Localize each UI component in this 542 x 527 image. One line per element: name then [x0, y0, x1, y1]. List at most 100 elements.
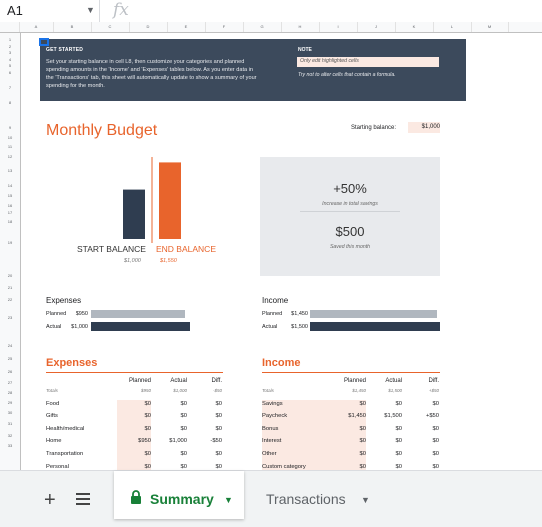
expenses-cell-actual: $0 [180, 425, 187, 432]
table-row[interactable]: Bonus $0 $0 $0 [262, 426, 440, 438]
column-header[interactable]: D [129, 22, 168, 32]
row-header[interactable]: 8 [8, 100, 12, 105]
tab-summary-dropdown-icon[interactable]: ▼ [224, 495, 233, 505]
table-row[interactable]: Savings $0 $0 $0 [262, 401, 440, 413]
row-header[interactable]: 10 [7, 135, 13, 140]
row-header[interactable]: 2 [8, 44, 12, 49]
row-header[interactable]: 5 [8, 63, 12, 68]
table-row[interactable]: Gifts $0 $0 $0 [46, 413, 223, 425]
all-sheets-list-icon[interactable] [76, 493, 90, 508]
income-input-area[interactable] [262, 400, 366, 470]
name-box-dropdown-icon[interactable]: ▼ [86, 5, 95, 15]
row-header[interactable]: 12 [7, 154, 13, 159]
row-header[interactable]: 18 [7, 219, 13, 224]
tab-summary[interactable]: Summary ▼ [114, 471, 244, 519]
table-row[interactable]: Home $950 $1,000 -$50 [46, 438, 223, 450]
row-header[interactable]: 13 [7, 168, 13, 173]
expenses-summary-title: Expenses [46, 296, 82, 305]
savings-amount: $500 [335, 224, 365, 239]
income-row-name: Paycheck [262, 413, 288, 420]
income-totals-row[interactable]: Totals $1,450 $1,500 +$50 [262, 388, 440, 400]
column-header[interactable]: A [19, 22, 54, 32]
savings-panel [260, 157, 440, 276]
expenses-row-name: Food [46, 400, 60, 407]
income-cell-diff: +$50 [428, 388, 439, 393]
table-row[interactable]: Interest $0 $0 $0 [262, 438, 440, 450]
expenses-header-actual: Actual [170, 378, 187, 384]
row-header[interactable]: 21 [7, 285, 13, 290]
row-header[interactable]: 4 [8, 57, 12, 62]
table-row[interactable]: Custom category $0 $0 $0 [262, 464, 440, 470]
row-header[interactable]: 1 [8, 37, 12, 42]
expenses-cell-diff: $0 [215, 463, 222, 470]
row-header[interactable]: 31 [7, 421, 13, 426]
table-row[interactable]: Personal $0 $0 $0 [46, 464, 223, 470]
row-header[interactable]: 16 [7, 203, 13, 208]
row-header[interactable]: 29 [7, 400, 13, 405]
row-header[interactable]: 17 [7, 210, 13, 215]
income-cell-actual: $1,500 [384, 413, 402, 420]
column-header[interactable]: M [471, 22, 509, 32]
row-header[interactable]: 25 [7, 356, 13, 361]
expenses-planned-input-area[interactable] [117, 400, 151, 470]
expenses-row-name: Gifts [46, 413, 58, 420]
balance-bar-chart [123, 157, 181, 243]
table-row[interactable]: Food $0 $0 $0 [46, 401, 223, 413]
expenses-row-name: Health/medical [46, 425, 85, 432]
row-header[interactable]: 11 [7, 144, 13, 149]
row-header[interactable]: 20 [7, 273, 13, 278]
table-row[interactable]: Transportation $0 $0 $0 [46, 451, 223, 463]
expenses-cell-actual: $1,000 [173, 388, 187, 393]
row-header[interactable]: 19 [7, 240, 13, 245]
column-header[interactable]: L [433, 22, 472, 32]
column-header[interactable]: B [53, 22, 92, 32]
column-header[interactable]: I [319, 22, 358, 32]
row-header-bar: 1 2 3 4 5 6 7 8 9 10 11 12 13 14 15 16 17 18 19 20 21 22 23 24 2… [0, 33, 21, 470]
row-header[interactable]: 32 [7, 433, 13, 438]
column-header[interactable]: E [167, 22, 206, 32]
table-row[interactable]: Paycheck $1,450 $1,500 +$50 [262, 413, 440, 425]
row-header[interactable]: 6 [8, 70, 12, 75]
column-header[interactable]: C [91, 22, 130, 32]
select-all-corner[interactable] [0, 22, 20, 32]
income-cell-planned: $1,450 [348, 413, 366, 420]
tab-transactions-dropdown-icon[interactable]: ▼ [361, 495, 370, 505]
note-title: NOTE [298, 47, 312, 53]
add-sheet-button[interactable]: + [44, 489, 56, 511]
expenses-actual-label: Actual [46, 324, 62, 330]
row-header[interactable]: 30 [7, 410, 13, 415]
tab-transactions[interactable]: Transactions ▼ [262, 471, 382, 519]
row-header[interactable]: 26 [7, 369, 13, 374]
expenses-cell-planned: $950 [138, 438, 151, 445]
row-header[interactable]: 9 [8, 125, 12, 130]
income-cell-diff: +$50 [425, 413, 439, 420]
column-header[interactable]: G [243, 22, 282, 32]
selected-cell-a1[interactable] [39, 38, 49, 46]
row-header[interactable]: 15 [7, 193, 13, 198]
income-cell-diff: $0 [432, 400, 439, 407]
row-header[interactable]: 22 [7, 297, 13, 302]
column-header[interactable]: K [395, 22, 434, 32]
expenses-totals-row[interactable]: Totals $950 $1,000 -$50 [46, 388, 223, 400]
income-actual-label: Actual [262, 324, 278, 330]
row-header[interactable]: 28 [7, 390, 13, 395]
expenses-cell-actual: $0 [180, 400, 187, 407]
table-row[interactable]: Other $0 $0 $0 [262, 451, 440, 463]
table-row[interactable]: Health/medical $0 $0 $0 [46, 426, 223, 438]
name-box[interactable]: A1 [7, 3, 23, 18]
income-actual-value: $1,500 [291, 324, 308, 330]
starting-balance-input[interactable]: $1,000 [408, 122, 440, 133]
row-header[interactable]: 24 [7, 343, 13, 348]
row-header[interactable]: 3 [8, 50, 12, 55]
row-header[interactable]: 7 [8, 85, 12, 90]
row-header[interactable]: 27 [7, 380, 13, 385]
expenses-planned-label: Planned [46, 311, 67, 317]
column-header[interactable]: H [281, 22, 320, 32]
row-header[interactable]: 23 [7, 315, 13, 320]
column-header[interactable]: F [205, 22, 244, 32]
column-header[interactable]: J [357, 22, 396, 32]
income-planned-bar [310, 310, 437, 318]
expenses-header-diff: Diff. [211, 378, 222, 384]
row-header[interactable]: 14 [7, 183, 13, 188]
row-header[interactable]: 33 [7, 443, 13, 448]
